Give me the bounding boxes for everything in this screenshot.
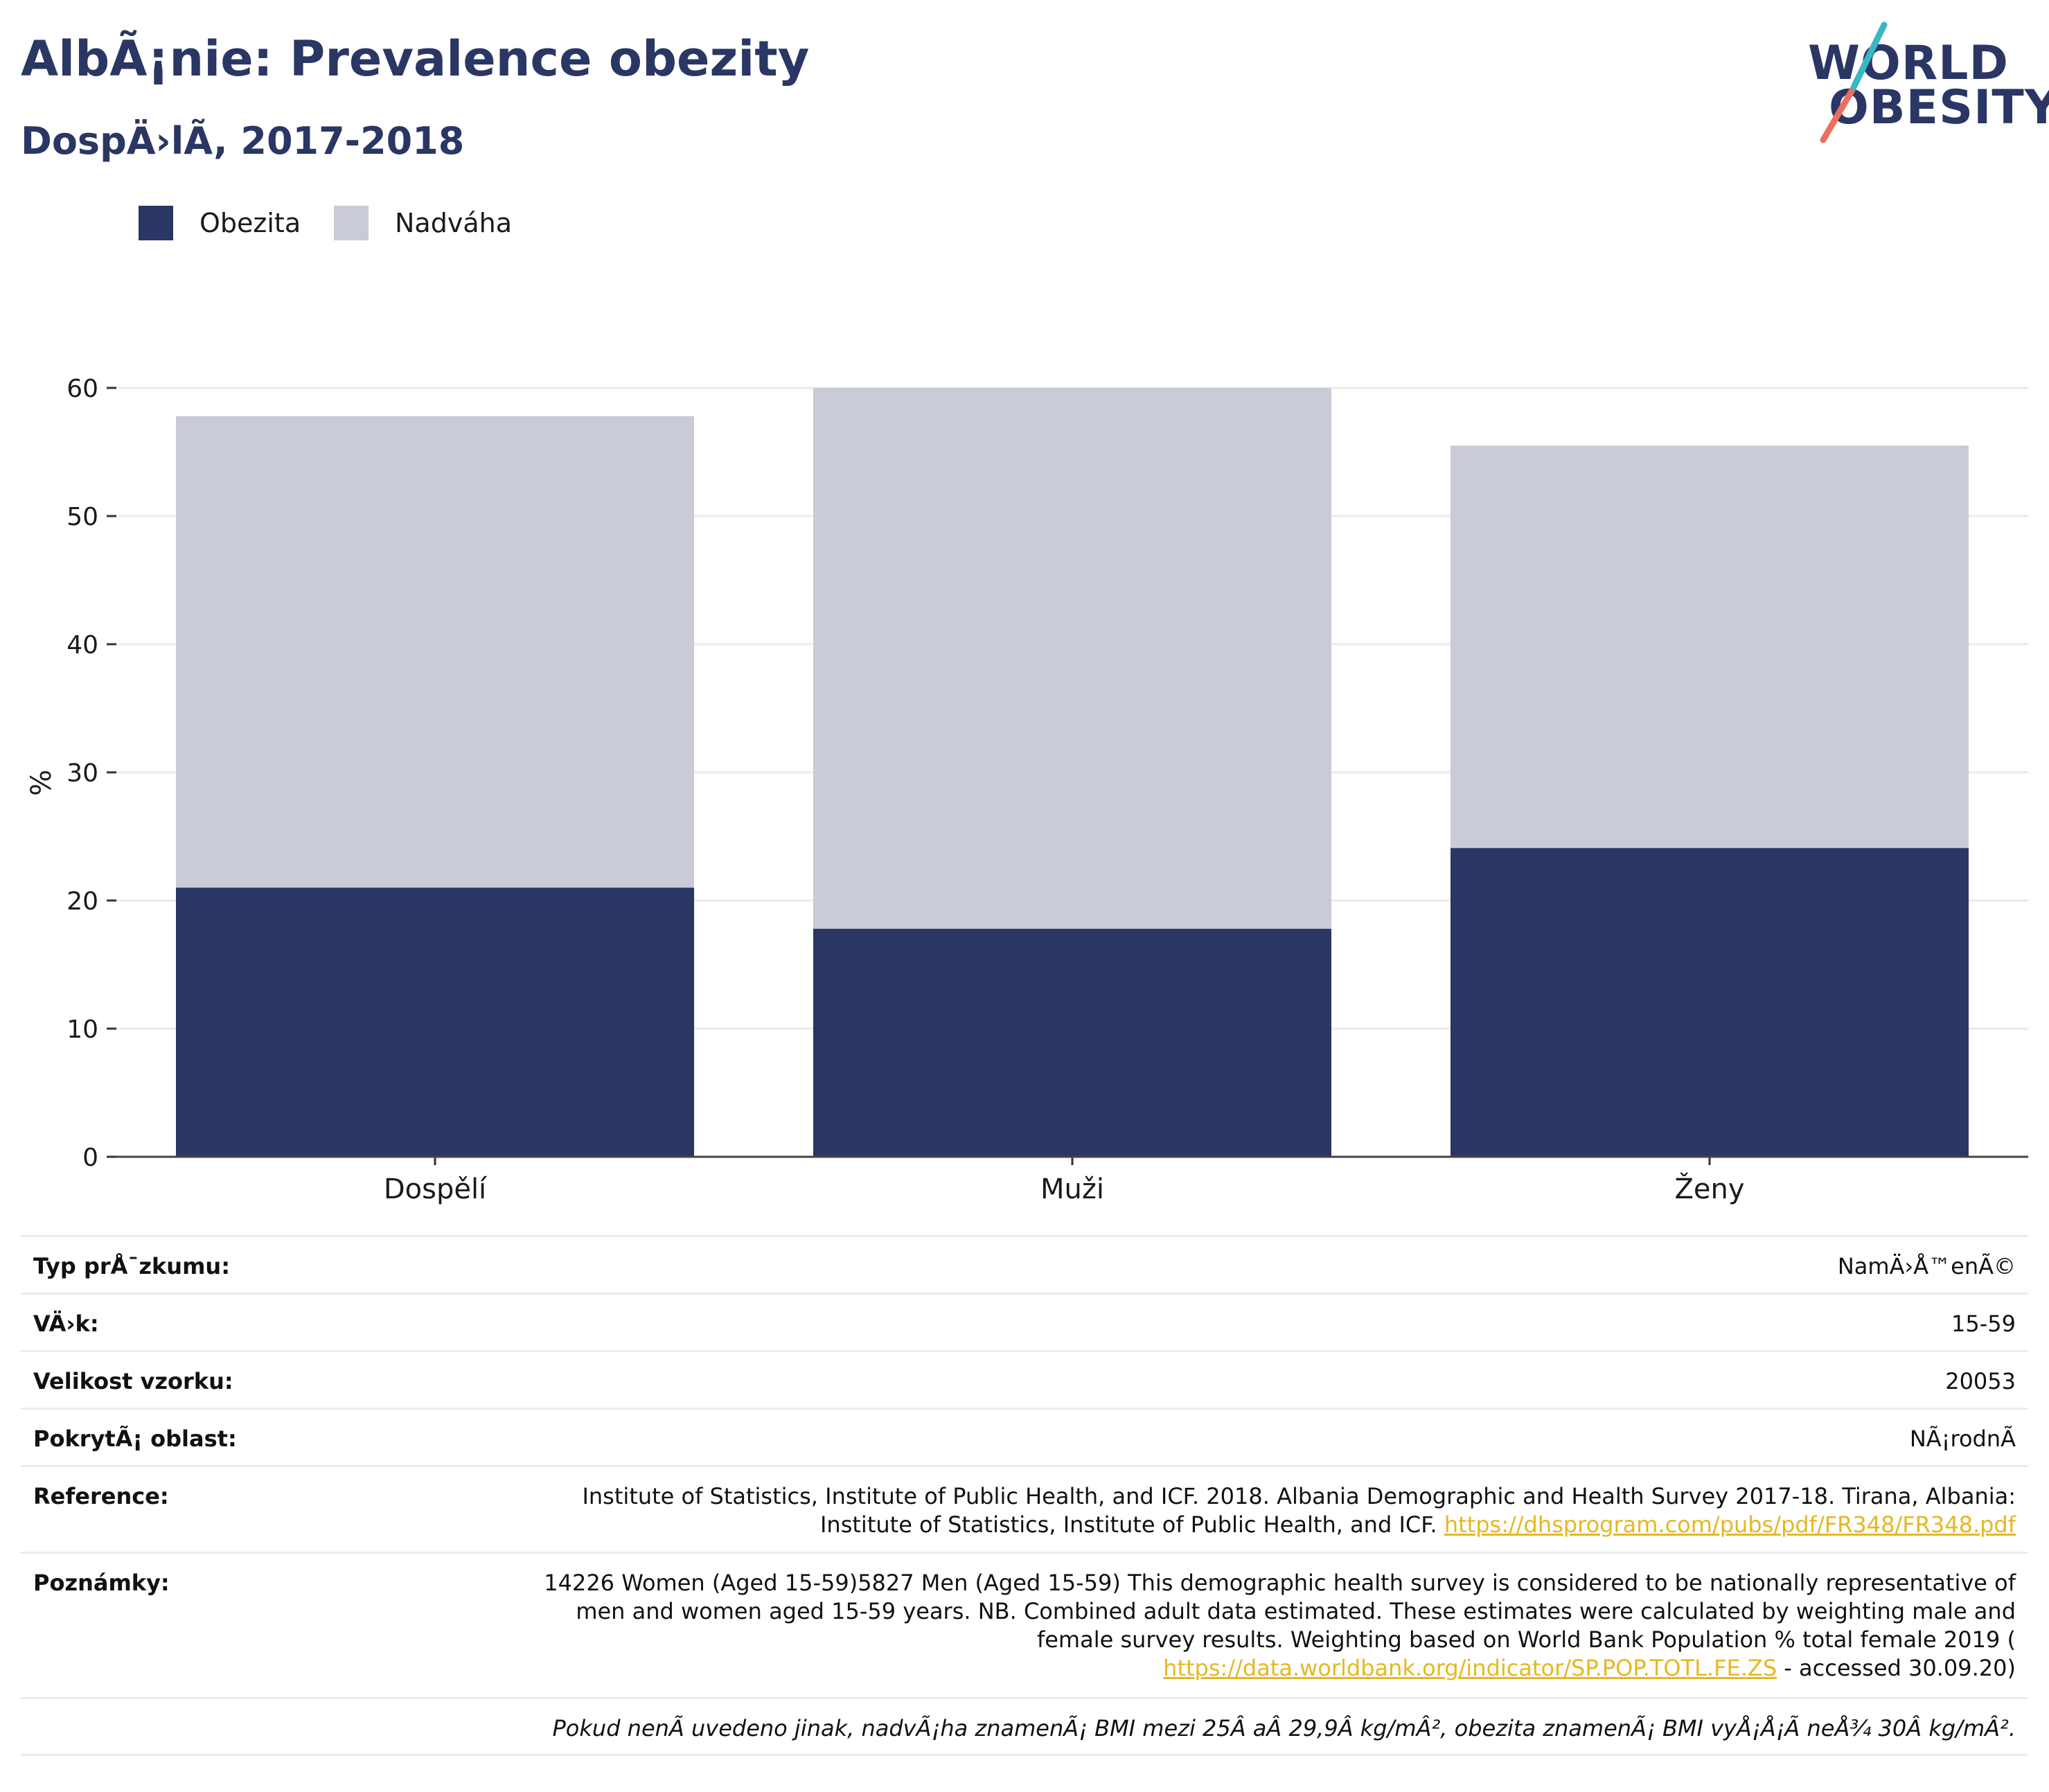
x-tick-label: Dospělí — [384, 1173, 488, 1205]
bmi-footnote: Pokud nenÃ uvedeno jinak, nadvÃ¡ha zname… — [552, 1715, 2016, 1741]
info-row-reference: Reference: Institute of Statistics, Inst… — [21, 1465, 2028, 1552]
notes-link[interactable]: https://data.worldbank.org/indicator/SP.… — [1163, 1655, 1777, 1681]
info-label: Reference: — [33, 1483, 169, 1509]
info-label: PokrytÃ¡ oblast: — [33, 1426, 237, 1452]
y-tick-label: 0 — [82, 1144, 98, 1172]
reference-line-1: Institute of Statistics, Institute of Pu… — [582, 1483, 2016, 1509]
y-tick-label: 20 — [66, 887, 98, 916]
legend-item-nadvaha: Nadváha — [334, 205, 512, 241]
info-value: 20053 — [1945, 1368, 2016, 1394]
info-value: 15-59 — [1951, 1311, 2016, 1337]
info-label: Poznámky: — [33, 1570, 170, 1596]
x-tick-labels: Dospělí Muži Ženy — [384, 1157, 1745, 1205]
info-label: VÄ›k: — [33, 1311, 99, 1337]
x-tick-label: Muži — [1040, 1173, 1104, 1205]
reference-link[interactable]: https://dhsprogram.com/pubs/pdf/FR348/FR… — [1444, 1511, 2016, 1538]
info-row-sample-size: Velikost vzorku: 20053 — [21, 1350, 2028, 1408]
reference-line-2-text: Institute of Statistics, Institute of Pu… — [819, 1511, 1437, 1538]
legend-swatch-obezita — [139, 206, 173, 240]
y-tick-label: 30 — [66, 759, 98, 788]
x-tick-label: Ženy — [1674, 1172, 1744, 1205]
bars — [176, 388, 1969, 1157]
legend-label-obezita: Obezita — [199, 208, 301, 238]
legend-item-obezita: Obezita — [139, 205, 301, 241]
bar-chart: 0 10 20 30 40 50 60 Dospělí Muži Ženy — [66, 375, 2028, 1205]
logo-line-2: OBESITY — [1829, 80, 2049, 135]
notes-after-link: - accessed 30.09.20) — [1777, 1655, 2016, 1681]
y-tick-label: 40 — [66, 631, 98, 659]
chart-subtitle: DospÄ›lÃ, 2017-2018 — [21, 119, 465, 163]
info-row-age: VÄ›k: 15-59 — [21, 1293, 2028, 1350]
bar-obezita — [813, 928, 1331, 1157]
notes-line-4: https://data.worldbank.org/indicator/SP.… — [544, 1654, 2016, 1683]
y-tick-label: 60 — [66, 375, 98, 403]
legend-swatch-nadvaha — [334, 206, 369, 240]
info-row-survey-type: Typ prÅ¯zkumu: NamÄ›Å™enÃ© — [21, 1235, 2028, 1293]
bar-nadvaha — [1451, 445, 1969, 849]
bar-obezita — [1451, 848, 1969, 1157]
bar-obezita — [176, 887, 694, 1157]
notes-line-3: female survey results. Weighting based o… — [1036, 1626, 2016, 1653]
logo-slash-icon — [1820, 21, 1888, 143]
info-label: Typ prÅ¯zkumu: — [33, 1253, 230, 1279]
legend-label-nadvaha: Nadváha — [395, 208, 512, 238]
info-row-footnote: Pokud nenÃ uvedeno jinak, nadvÃ¡ha zname… — [21, 1697, 2028, 1754]
info-row-notes: Poznámky: 14226 Women (Aged 15-59)5827 M… — [21, 1552, 2028, 1697]
bar-nadvaha — [813, 388, 1331, 929]
table-bottom-border — [21, 1754, 2028, 1756]
info-label: Velikost vzorku: — [33, 1368, 233, 1394]
world-obesity-logo: WORLD OBESITY — [1808, 21, 2049, 145]
bar-nadvaha — [176, 416, 694, 888]
notes-line-1: 14226 Women (Aged 15-59)5827 Men (Aged 1… — [544, 1570, 2016, 1596]
info-row-coverage: PokrytÃ¡ oblast: NÃ¡rodnÃ — [21, 1408, 2028, 1465]
info-value: NamÄ›Å™enÃ© — [1837, 1253, 2016, 1279]
y-tick-label: 10 — [66, 1015, 98, 1044]
notes-line-2: men and women aged 15-59 years. NB. Comb… — [576, 1598, 2016, 1624]
survey-info-table: Typ prÅ¯zkumu: NamÄ›Å™enÃ© VÄ›k: 15-59 V… — [21, 1235, 2028, 1756]
reference-text: Institute of Statistics, Institute of Pu… — [582, 1482, 2016, 1539]
y-tick-label: 50 — [66, 503, 98, 531]
logo-line-1: WORLD — [1808, 36, 2009, 91]
y-tick-labels: 0 10 20 30 40 50 60 — [66, 375, 116, 1172]
notes-text: 14226 Women (Aged 15-59)5827 Men (Aged 1… — [544, 1569, 2016, 1683]
chart-title: AlbÃ¡nie: Prevalence obezity — [21, 30, 810, 87]
info-value: NÃ¡rodnÃ — [1909, 1426, 2016, 1452]
reference-line-2: Institute of Statistics, Institute of Pu… — [582, 1511, 2016, 1539]
